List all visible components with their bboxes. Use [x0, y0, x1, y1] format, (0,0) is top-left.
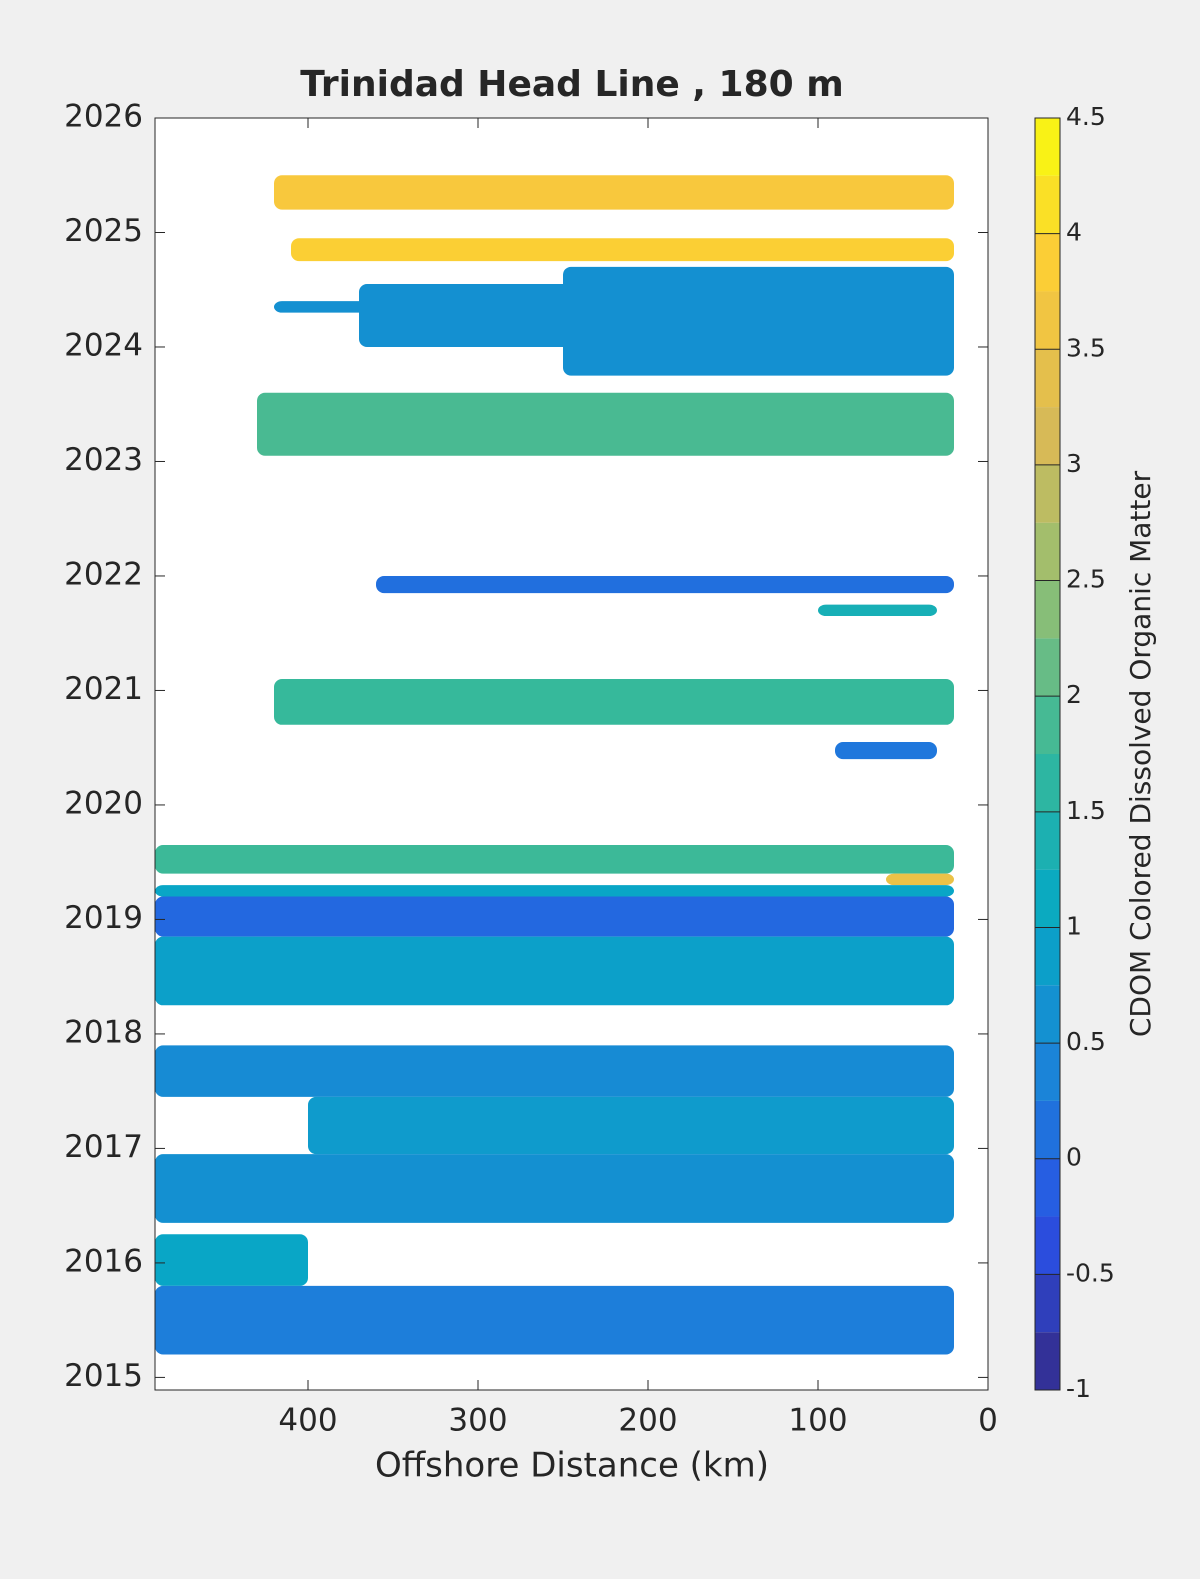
contour-region [835, 741, 937, 760]
colorbar-segment [1035, 1216, 1060, 1275]
y-tick-label: 2017 [64, 1129, 143, 1165]
colorbar-segment [1035, 291, 1060, 350]
x-axis-label: Offshore Distance (km) [375, 1446, 769, 1486]
colorbar-segment [1035, 118, 1060, 176]
contour-region [563, 266, 954, 376]
colorbar-tick-label: 3.5 [1066, 333, 1106, 362]
contour-region [274, 175, 954, 210]
colorbar-segment [1035, 1043, 1060, 1101]
contour-region [155, 845, 954, 874]
colorbar-tick-label: 1 [1066, 911, 1082, 940]
axes-box [154, 117, 989, 1391]
colorbar-tick-label: -0.5 [1066, 1258, 1115, 1287]
colorbar-tick-label: 2.5 [1066, 565, 1106, 594]
contour-region [291, 238, 954, 262]
contour-region [308, 1096, 954, 1155]
colorbar-tick-label: -1 [1066, 1374, 1091, 1403]
colorbar-segment [1035, 927, 1060, 986]
contour-region [155, 1234, 308, 1286]
colorbar-segment [1035, 985, 1060, 1044]
colorbar-tick-label: 0 [1066, 1143, 1082, 1172]
y-tick-label: 2022 [64, 556, 143, 592]
chart-title: Trinidad Head Line , 180 m [300, 64, 843, 105]
colorbar-tick-label: 0.5 [1066, 1027, 1106, 1056]
colorbar-tick-label: 4 [1066, 218, 1082, 247]
colorbar-segment [1035, 869, 1060, 928]
colorbar-tick-label: 3 [1066, 449, 1082, 478]
colorbar-segment [1035, 233, 1060, 292]
regions [155, 175, 954, 1355]
colorbar-tick-label: 4.5 [1066, 102, 1106, 131]
contour-region [376, 575, 954, 594]
contour-region [155, 936, 954, 1006]
colorbar-segment [1035, 349, 1060, 408]
contour-region [155, 885, 954, 897]
contour-region [818, 604, 937, 617]
colorbar-segment [1035, 811, 1060, 870]
colorbar-segment [1035, 1332, 1060, 1390]
y-tick-label: 2015 [64, 1358, 143, 1394]
colorbar-segment [1035, 580, 1060, 639]
colorbar-label: CDOM Colored Dissolved Organic Matter [1124, 470, 1157, 1037]
colorbar-segment [1035, 754, 1060, 812]
y-tick-label: 2024 [64, 327, 143, 363]
contour-region [257, 392, 954, 456]
colorbar-segment [1035, 175, 1060, 234]
y-tick-label: 2021 [64, 671, 143, 707]
colorbar-segment [1035, 464, 1060, 523]
colorbar-segment [1035, 522, 1060, 581]
y-tick-label: 2019 [64, 900, 143, 936]
x-tick-label: 300 [448, 1403, 507, 1439]
y-tick-label: 2020 [64, 785, 143, 821]
x-tick-label: 200 [618, 1403, 677, 1439]
contour-region [274, 679, 954, 725]
colorbar-segment [1035, 407, 1060, 465]
y-tick-label: 2023 [64, 442, 143, 478]
colorbar-segment [1035, 696, 1060, 754]
contour-region [155, 1154, 954, 1223]
x-tick-label: 0 [978, 1403, 998, 1439]
contour-region [155, 1285, 954, 1355]
contour-region [155, 1045, 954, 1097]
colorbar-segment [1035, 1274, 1060, 1333]
y-tick-label: 2016 [64, 1243, 143, 1279]
colorbar-tick-label: 2 [1066, 680, 1082, 709]
y-tick-label: 2025 [64, 213, 143, 249]
colorbar-tick-label: 1.5 [1066, 796, 1106, 825]
contour-region [886, 873, 954, 886]
colorbar-segment [1035, 638, 1060, 697]
colorbar-segment [1035, 1158, 1060, 1217]
y-tick-label: 2018 [64, 1014, 143, 1050]
colorbar-segment [1035, 1100, 1060, 1159]
x-tick-label: 100 [788, 1403, 847, 1439]
contour-region [155, 896, 954, 937]
y-tick-label: 2026 [64, 99, 143, 135]
x-tick-label: 400 [278, 1403, 337, 1439]
